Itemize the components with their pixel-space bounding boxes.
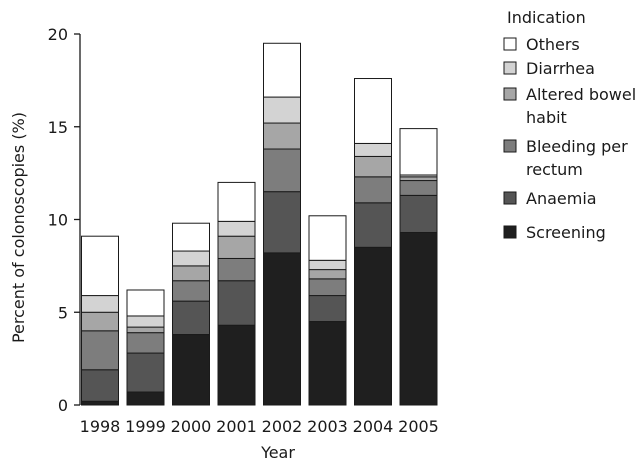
x-ticks: 1998 1999 2000 2001 2002 2003 2004 2005 <box>80 417 439 436</box>
bar-segment-others <box>399 128 438 176</box>
legend-label: Anaemia <box>526 189 597 208</box>
bar-segment-bleeding-per-rectum <box>81 330 119 371</box>
y-axis-label: Percent of colonoscopies (%) <box>9 112 28 343</box>
bar-segment-bleeding-per-rectum <box>354 176 392 204</box>
bar-stack-2002 <box>263 42 301 406</box>
bar-stack-2004 <box>354 78 392 406</box>
plot-area <box>81 42 438 406</box>
bar-segment-screening <box>354 246 392 406</box>
bar-segment-anaemia <box>263 191 301 254</box>
bar-segment-others <box>81 235 119 297</box>
legend-label: habit <box>526 108 567 127</box>
bar-segment-bleeding-per-rectum <box>126 332 165 354</box>
legend: Indication Others Diarrhea Altered bowel ha… <box>503 8 636 242</box>
bar-segment-others <box>263 42 301 98</box>
bar-segment-diarrhea <box>263 96 301 124</box>
bar-segment-diarrhea <box>126 315 165 328</box>
legend-swatch-anaemia <box>503 191 517 205</box>
x-tick-label: 2004 <box>353 417 394 436</box>
bar-segment-others <box>217 181 256 222</box>
bar-segment-diarrhea <box>81 295 119 313</box>
bar-segment-altered-bowel-habit <box>81 311 119 332</box>
bar-segment-anaemia <box>308 295 347 323</box>
bar-segment-others <box>354 78 392 144</box>
bar-segment-altered-bowel-habit <box>172 265 210 282</box>
axes: 0 5 10 15 20 1998 1999 2000 2001 2002 2003 2004 200… <box>9 25 439 462</box>
x-tick-label: 1999 <box>125 417 166 436</box>
y-tick-label: 5 <box>58 303 68 322</box>
bar-segment-screening <box>217 324 256 406</box>
x-axis-label: Year <box>260 443 295 462</box>
bar-segment-screening <box>308 321 347 406</box>
bar-segment-bleeding-per-rectum <box>308 278 347 297</box>
bar-segment-screening <box>263 252 301 406</box>
bar-segment-screening <box>399 231 438 406</box>
bar-segment-bleeding-per-rectum <box>263 148 301 193</box>
legend-swatch-others <box>503 37 517 51</box>
x-tick-label: 2000 <box>171 417 212 436</box>
bar-stack-2000 <box>172 222 210 406</box>
bar-segment-screening <box>126 391 165 406</box>
bar-segment-anaemia <box>126 352 165 393</box>
bar-segment-altered-bowel-habit <box>399 176 438 182</box>
bar-segment-altered-bowel-habit <box>126 326 165 334</box>
bar-stack-1998 <box>81 235 119 406</box>
legend-swatch-bleeding-per-rectum <box>503 139 517 153</box>
bar-stack-2003 <box>308 215 347 406</box>
y-ticks: 0 5 10 15 20 <box>48 25 80 415</box>
legend-label: Diarrhea <box>526 59 595 78</box>
bar-segment-anaemia <box>81 369 119 402</box>
legend-swatch-altered-bowel-habit <box>503 87 517 101</box>
bar-segment-bleeding-per-rectum <box>399 180 438 196</box>
bar-segment-altered-bowel-habit <box>354 155 392 178</box>
bar-segment-screening <box>81 400 119 406</box>
legend-label: Altered bowel <box>526 85 636 104</box>
legend-label: Bleeding per <box>526 137 628 156</box>
bar-segment-anaemia <box>399 194 438 233</box>
y-tick-label: 20 <box>48 25 68 44</box>
legend-title: Indication <box>507 8 586 27</box>
legend-label: Screening <box>526 223 606 242</box>
bar-segment-bleeding-per-rectum <box>172 280 210 302</box>
bar-segment-diarrhea <box>172 250 210 267</box>
bar-stack-2001 <box>217 181 256 406</box>
x-tick-label: 1998 <box>80 417 121 436</box>
bar-segment-diarrhea <box>354 142 392 157</box>
x-tick-label: 2001 <box>216 417 257 436</box>
bar-segment-altered-bowel-habit <box>308 269 347 280</box>
y-tick-label: 15 <box>48 118 68 137</box>
bar-segment-anaemia <box>354 202 392 248</box>
legend-label: rectum <box>526 160 583 179</box>
bar-segment-others <box>126 289 165 317</box>
bar-segment-anaemia <box>172 300 210 336</box>
bar-segment-others <box>172 222 210 252</box>
bar-stack-2005 <box>399 128 438 406</box>
y-tick-label: 0 <box>58 396 68 415</box>
bar-segment-bleeding-per-rectum <box>217 257 256 282</box>
bar-segment-diarrhea <box>217 220 256 237</box>
bar-segment-diarrhea <box>308 259 347 271</box>
x-tick-label: 2003 <box>307 417 348 436</box>
x-tick-label: 2002 <box>262 417 303 436</box>
bar-segment-anaemia <box>217 280 256 326</box>
bar-stack-1999 <box>126 289 165 406</box>
bar-segment-altered-bowel-habit <box>217 235 256 259</box>
legend-swatch-diarrhea <box>503 61 517 75</box>
y-tick-label: 10 <box>48 211 68 230</box>
bar-segment-screening <box>172 334 210 406</box>
bar-segment-altered-bowel-habit <box>263 122 301 150</box>
legend-swatch-screening <box>503 225 517 239</box>
x-tick-label: 2005 <box>398 417 439 436</box>
legend-label: Others <box>526 35 580 54</box>
bar-segment-others <box>308 215 347 261</box>
